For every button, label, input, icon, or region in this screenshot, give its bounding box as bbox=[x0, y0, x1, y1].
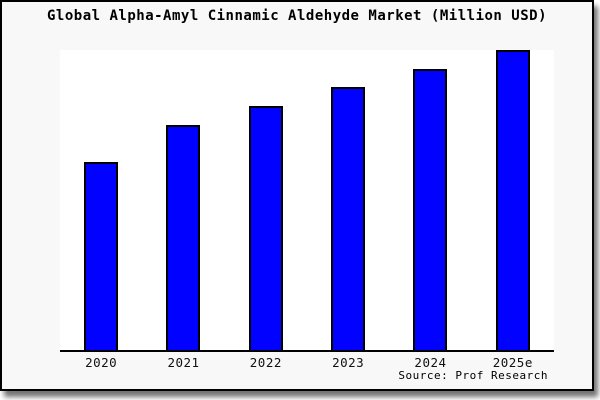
bar-slot-2024 bbox=[389, 50, 471, 350]
bar-slot-2021 bbox=[142, 50, 224, 350]
x-tick-label-2021: 2021 bbox=[167, 355, 200, 370]
bar-slot-2022 bbox=[225, 50, 307, 350]
chart-title: Global Alpha-Amyl Cinnamic Aldehyde Mark… bbox=[46, 8, 547, 24]
x-tick-label-2025e: 2025e bbox=[492, 355, 533, 370]
bar-2021 bbox=[166, 125, 201, 350]
bar-slot-2025e bbox=[472, 50, 554, 350]
x-tick-label-2022: 2022 bbox=[249, 355, 282, 370]
bar-2023 bbox=[331, 86, 366, 350]
source-caption: Source: Prof Research bbox=[398, 369, 548, 382]
plot-area bbox=[60, 50, 554, 352]
x-axis-labels: 2020 2021 2022 2023 2024 2025e bbox=[60, 355, 554, 370]
x-tick-label-2023: 2023 bbox=[332, 355, 365, 370]
bar-slot-2020 bbox=[60, 50, 142, 350]
bar-2022 bbox=[248, 106, 283, 350]
x-tick-label-2024: 2024 bbox=[414, 355, 447, 370]
chart-frame: Global Alpha-Amyl Cinnamic Aldehyde Mark… bbox=[0, 0, 594, 391]
x-tick-label-2020: 2020 bbox=[85, 355, 118, 370]
bar-slot-2023 bbox=[307, 50, 389, 350]
bar-2025e bbox=[495, 50, 530, 350]
bar-2024 bbox=[413, 68, 448, 350]
bar-2020 bbox=[84, 161, 119, 350]
